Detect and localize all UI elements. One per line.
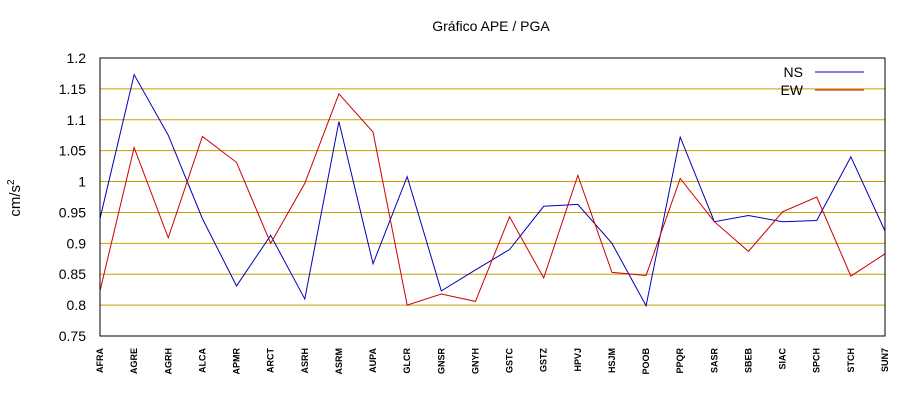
x-tick-label: HSJM bbox=[607, 348, 617, 373]
chart-title: Gráfico APE / PGA bbox=[432, 18, 550, 34]
x-tick-label: HPVJ bbox=[573, 348, 583, 372]
y-axis-label: cm/s2 bbox=[6, 179, 24, 217]
x-tick-label: SASR bbox=[709, 348, 719, 374]
series-lines bbox=[99, 73, 886, 308]
x-tick-label: GLCR bbox=[402, 348, 412, 374]
y-tick-label: 0.85 bbox=[59, 266, 86, 282]
x-tick-label: AFRA bbox=[95, 348, 105, 373]
x-tick-label: SUN7 bbox=[880, 348, 890, 372]
y-tick-label: 0.95 bbox=[59, 204, 86, 220]
x-tick-label: ALCA bbox=[197, 348, 207, 373]
x-tick-label: STCH bbox=[846, 348, 856, 373]
y-axis-label-exponent: 2 bbox=[6, 179, 17, 185]
x-tick-label: POOB bbox=[641, 348, 651, 375]
y-tick-label: 1.1 bbox=[67, 112, 87, 128]
x-tick-label: SPCH bbox=[812, 348, 822, 373]
y-axis-label-base: cm/s bbox=[7, 185, 24, 217]
x-tick-label: ARCT bbox=[266, 348, 276, 373]
y-tick-labels: 0.75 0.8 0.85 0.9 0.95 1 1.05 1.1 1.15 1.2 bbox=[59, 50, 86, 344]
y-tick-label: 1.2 bbox=[67, 50, 87, 66]
x-tick-labels: AFRA AGRE AGRH ALCA APMR ARCT ASRH ASRM AUPA GLCR… bbox=[95, 347, 890, 374]
y-tick-label: 1 bbox=[78, 174, 86, 190]
x-tick-label: AGRE bbox=[129, 348, 139, 374]
x-tick-label: GNSR bbox=[436, 348, 446, 375]
x-tick-label: GNYH bbox=[470, 348, 480, 374]
grid-lines bbox=[100, 88, 885, 306]
series-line-ew bbox=[99, 92, 886, 306]
legend-label-ns: NS bbox=[784, 64, 803, 80]
svg-text:cm/s2: cm/s2 bbox=[6, 179, 24, 217]
x-tick-label: ASRM bbox=[334, 348, 344, 375]
x-tick-label: AGRH bbox=[163, 348, 173, 375]
x-tick-label: GSTZ bbox=[539, 347, 549, 372]
legend-label-ew: EW bbox=[780, 82, 803, 98]
x-tick-label: SIAC bbox=[778, 348, 788, 370]
x-tick-label: APMR bbox=[232, 348, 242, 375]
y-tick-label: 0.75 bbox=[59, 328, 86, 344]
x-tick-label: SBEB bbox=[743, 348, 753, 374]
legend: NS EW bbox=[780, 64, 864, 98]
series-line-ns bbox=[99, 73, 886, 308]
y-tick-label: 1.15 bbox=[59, 81, 86, 97]
x-tick-label: AUPA bbox=[368, 348, 378, 373]
x-tick-label: PPQR bbox=[675, 348, 685, 374]
x-tick-label: ASRH bbox=[300, 348, 310, 374]
x-tick-label: GSTC bbox=[505, 348, 515, 374]
plot-frame bbox=[99, 57, 886, 337]
y-tick-label: 1.05 bbox=[59, 143, 86, 159]
y-tick-label: 0.8 bbox=[67, 297, 87, 313]
y-tick-label: 0.9 bbox=[67, 235, 87, 251]
